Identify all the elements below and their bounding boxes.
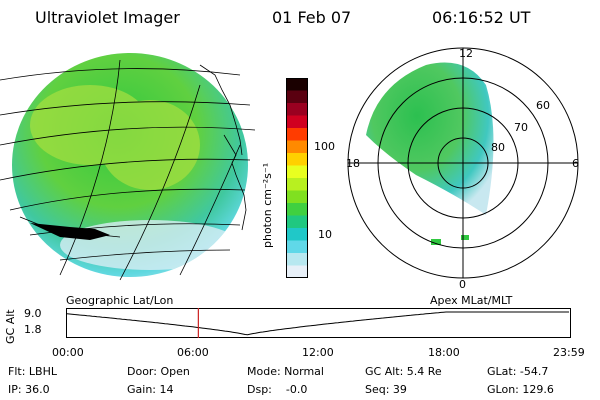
colorbar-swatch xyxy=(286,190,308,204)
polar-hour-12: 12 xyxy=(459,47,473,60)
polar-hour-0: 0 xyxy=(459,278,466,290)
timeline-frame xyxy=(66,308,571,338)
polar-hour-6: 6 xyxy=(572,157,579,170)
colorbar-tick-10: 10 xyxy=(318,228,332,241)
status-ip: IP: 36.0 xyxy=(8,383,50,396)
polar-lat-80: 80 xyxy=(491,141,505,154)
colorbar-swatch xyxy=(286,128,308,141)
timeline-ytick-low: 1.8 xyxy=(24,323,42,336)
colorbar-swatch xyxy=(286,165,308,179)
polar-grid xyxy=(347,47,579,279)
colorbar-swatch xyxy=(286,153,308,166)
colorbar-swatch xyxy=(286,215,308,229)
colorbar-swatch xyxy=(286,103,308,116)
auroral-oval xyxy=(366,62,494,215)
timeline-xtick-2: 12:00 xyxy=(302,346,334,359)
time-label: 06:16:52 UT xyxy=(432,8,531,27)
status-gc-alt: GC Alt: 5.4 Re xyxy=(365,365,442,378)
colorbar-swatch xyxy=(286,178,308,191)
colorbar-swatch xyxy=(286,115,308,129)
colorbar-label: photon cm⁻²s⁻¹ xyxy=(261,162,274,248)
status-door: Door: Open xyxy=(127,365,190,378)
app-title: Ultraviolet Imager xyxy=(35,8,180,27)
timeline-ylabel: GC Alt xyxy=(4,309,17,344)
orbit-altitude-curve xyxy=(66,311,569,336)
polar-hour-18: 18 xyxy=(346,157,360,170)
timeline-xtick-1: 06:00 xyxy=(177,346,209,359)
colorbar xyxy=(286,78,308,278)
geo-map-label: Geographic Lat/Lon xyxy=(66,294,174,307)
colorbar-swatch xyxy=(286,253,308,266)
status-filter: Flt: LBHL xyxy=(8,365,57,378)
status-gain: Gain: 14 xyxy=(127,383,174,396)
colorbar-swatch xyxy=(286,240,308,254)
colorbar-swatch xyxy=(286,78,308,91)
status-dsp: Dsp: -0.0 xyxy=(247,383,308,396)
colorbar-swatch xyxy=(286,265,308,278)
timeline-xtick-0: 00:00 xyxy=(52,346,84,359)
colorbar-swatch xyxy=(286,140,308,154)
timeline-xtick-3: 18:00 xyxy=(428,346,460,359)
status-glat: GLat: -54.7 xyxy=(487,365,549,378)
colorbar-tick-100: 100 xyxy=(314,140,335,153)
date-label: 01 Feb 07 xyxy=(272,8,352,27)
status-glon: GLon: 129.6 xyxy=(487,383,554,396)
timeline-xtick-4: 23:59 xyxy=(553,346,585,359)
polar-lat-60: 60 xyxy=(536,99,550,112)
colorbar-swatch xyxy=(286,90,308,104)
colorbar-swatch xyxy=(286,228,308,241)
timeline-plot xyxy=(66,308,571,338)
apex-map-label: Apex MLat/MLT xyxy=(430,294,513,307)
geographic-image xyxy=(0,53,256,281)
polar-lat-70: 70 xyxy=(514,121,528,134)
status-mode: Mode: Normal xyxy=(247,365,324,378)
polar-plot: 12 18 6 0 60 70 80 xyxy=(346,47,579,290)
timeline-ytick-high: 9.0 xyxy=(24,307,42,320)
colorbar-swatch xyxy=(286,203,308,216)
status-seq: Seq: 39 xyxy=(365,383,407,396)
